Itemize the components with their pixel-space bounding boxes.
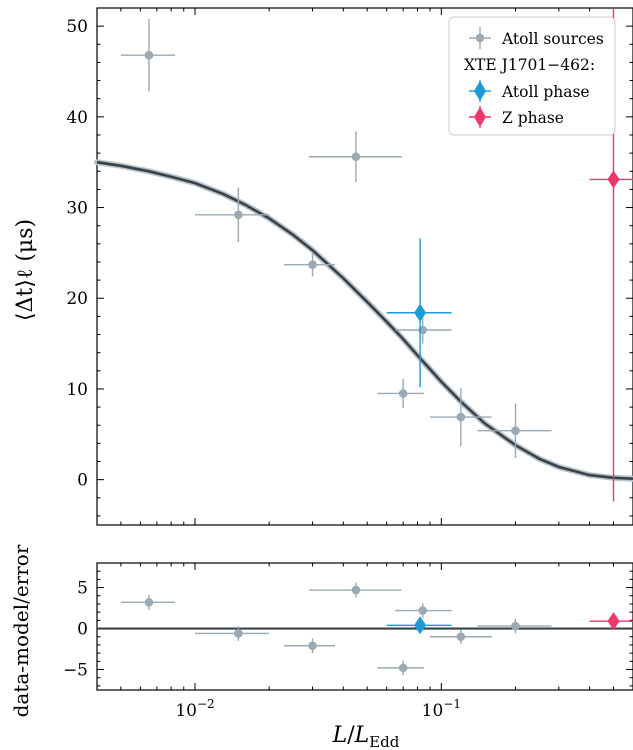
residual-data-point [120, 594, 176, 610]
residual-series-z-phase [589, 612, 633, 631]
main-panel: 0 10 20 30 40 50 [66, 7, 633, 526]
residual-data-point [284, 638, 335, 654]
main-ytick-label: 20 [66, 289, 88, 309]
main-y-axis-label: ⟨Δt⟩ℓ (μs) [13, 219, 38, 321]
circle-marker [511, 426, 520, 435]
residual-xtick-label: 10−2 [175, 697, 214, 721]
main-ytick-label: 30 [66, 199, 88, 219]
circle-marker [234, 629, 243, 638]
circle-marker [308, 641, 317, 651]
residual-data-point [195, 626, 270, 641]
circle-marker [308, 260, 317, 269]
legend-marker-atoll-phase [469, 80, 491, 102]
circle-marker [144, 598, 154, 607]
main-data-point [120, 18, 176, 92]
main-y-axis-label-text: ⟨Δt⟩ℓ (μs) [13, 219, 38, 321]
main-series-atoll-phase [386, 238, 452, 388]
main-ytick-label: 10 [66, 380, 88, 400]
diamond-marker [414, 303, 427, 322]
circle-marker [456, 632, 466, 642]
circle-marker [418, 606, 427, 615]
main-data-point [386, 238, 452, 388]
circle-marker [511, 621, 520, 631]
main-data-point [477, 403, 552, 458]
model-uncertainty-band [94, 159, 633, 482]
main-ytick-label: 40 [66, 108, 88, 128]
main-data-point [430, 388, 492, 447]
residual-data-point [430, 629, 492, 645]
residual-ytick-label: 0 [77, 620, 88, 640]
residual-data-point [395, 603, 452, 618]
legend-marker-z-phase [469, 106, 491, 128]
residual-ytick-label: −5 [63, 661, 88, 681]
main-data-point [195, 187, 270, 243]
legend-label-atoll-sources: Atoll sources [501, 30, 604, 48]
residual-data-point [477, 618, 552, 634]
main-data-point [377, 378, 424, 408]
residual-data-point [308, 582, 402, 598]
circle-marker [351, 585, 361, 595]
residual-frame [96, 562, 633, 691]
model-curve [96, 160, 633, 480]
residual-series-atoll-phase [386, 616, 452, 635]
legend-label-z-phase: Z phase [502, 109, 564, 127]
x-axis-label: L/LEdd [332, 723, 400, 750]
diamond-marker [607, 170, 620, 189]
legend-box [448, 16, 616, 136]
circle-marker [351, 152, 361, 162]
residual-ytick-label: 5 [77, 579, 88, 599]
main-ytick-label: 0 [77, 471, 88, 491]
circle-marker [398, 389, 408, 398]
main-ytick-label: 50 [66, 17, 88, 37]
diamond-marker [414, 616, 427, 635]
residual-panel: −5 0 5 10−2 10−1 [63, 562, 633, 721]
residual-y-axis-label-text: data-model/error [9, 544, 33, 717]
residual-series-atoll-sources [120, 582, 552, 676]
legend-label-atoll-phase: Atoll phase [501, 83, 590, 101]
main-series-atoll-sources [120, 18, 552, 458]
circle-marker [398, 663, 408, 673]
diamond-marker [607, 612, 620, 631]
legend: Atoll sources XTE J1701−462: Atoll phase… [448, 16, 616, 136]
main-data-point [308, 131, 402, 183]
residual-xtick-label: 10−1 [422, 697, 461, 721]
legend-marker-atoll-sources [469, 27, 491, 49]
circle-marker [456, 412, 466, 422]
legend-label-xte: XTE J1701−462: [464, 56, 595, 74]
residual-data-point [377, 660, 424, 676]
main-frame [96, 7, 633, 526]
main-data-point [284, 252, 335, 277]
circle-marker [234, 210, 243, 220]
residual-data-point [386, 616, 452, 635]
residual-data-point [589, 612, 633, 631]
residual-y-axis-label: data-model/error [9, 544, 33, 717]
circle-marker [144, 50, 154, 60]
